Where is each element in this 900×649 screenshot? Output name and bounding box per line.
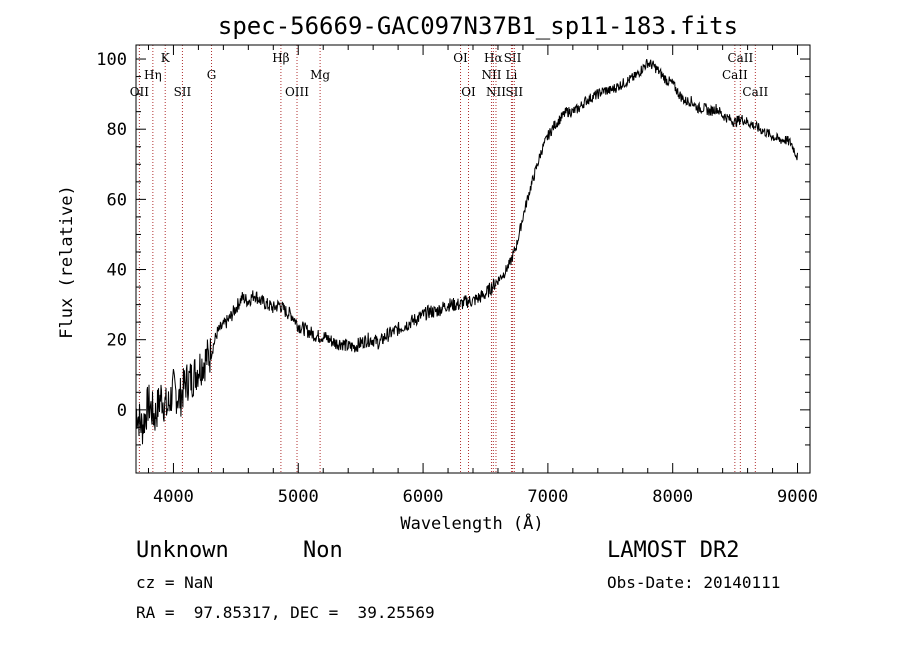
redshift-value: cz = NaN (136, 573, 214, 592)
emission-line-label-3: SII (174, 85, 192, 99)
object-class-label: Unknown (136, 538, 229, 563)
emission-line-label-2: K (161, 51, 171, 65)
x-tick-label: 9000 (777, 487, 818, 507)
emission-line-label-16: CaII (727, 51, 753, 65)
y-tick-label: 20 (107, 331, 127, 351)
y-tick-label: 40 (107, 261, 127, 281)
emission-line-label-15: SII (505, 85, 523, 99)
x-tick-label: 4000 (153, 487, 194, 507)
emission-line-label-17: CaII (722, 68, 748, 82)
x-tick-label: 5000 (278, 487, 319, 507)
plot-frame (135, 44, 811, 474)
observation-date: Obs-Date: 20140111 (607, 573, 781, 592)
emission-line-label-5: Hβ (272, 51, 289, 65)
emission-line-label-10: Hα (484, 51, 503, 65)
emission-line-label-6: OIII (285, 85, 309, 99)
survey-label: LAMOST DR2 (607, 538, 740, 563)
y-tick-label: 60 (107, 190, 127, 210)
emission-line-label-4: G (207, 68, 217, 82)
object-subclass-label: Non (303, 538, 343, 563)
emission-line-markers: OIIHηKSIIGHβOIIIMgOIOIHαNIINIISIILiSIICa… (130, 45, 768, 473)
emission-line-label-0: OII (130, 85, 150, 99)
emission-line-label-14: Li (506, 68, 518, 82)
emission-line-label-18: CaII (742, 85, 768, 99)
x-axis-ticks: 4000 5000 6000 7000 8000 9000 (147, 45, 818, 507)
emission-line-label-1: Hη (144, 68, 162, 82)
emission-line-label-13: SII (504, 51, 522, 65)
y-tick-label: 0 (117, 401, 127, 421)
emission-line-label-8: OI (453, 51, 468, 65)
emission-line-label-7: Mg (310, 68, 330, 82)
x-tick-label: 6000 (403, 487, 444, 507)
x-tick-label: 7000 (527, 487, 568, 507)
spectrum-series-line (135, 58, 798, 445)
y-axis-label: Flux (relative) (57, 185, 77, 339)
emission-line-label-9: OI (461, 85, 476, 99)
y-tick-label: 80 (107, 120, 127, 140)
y-tick-label: 100 (96, 50, 127, 70)
x-tick-label: 8000 (652, 487, 693, 507)
emission-line-label-12: NII (486, 85, 506, 99)
coordinates-value: RA = 97.85317, DEC = 39.25569 (136, 603, 435, 622)
y-axis-ticks: 0 20 40 60 80 100 (96, 50, 810, 446)
chart-title: spec-56669-GAC097N37B1_sp11-183.fits (218, 12, 738, 40)
x-axis-label: Wavelength (Å) (400, 512, 543, 534)
emission-line-label-11: NII (481, 68, 501, 82)
